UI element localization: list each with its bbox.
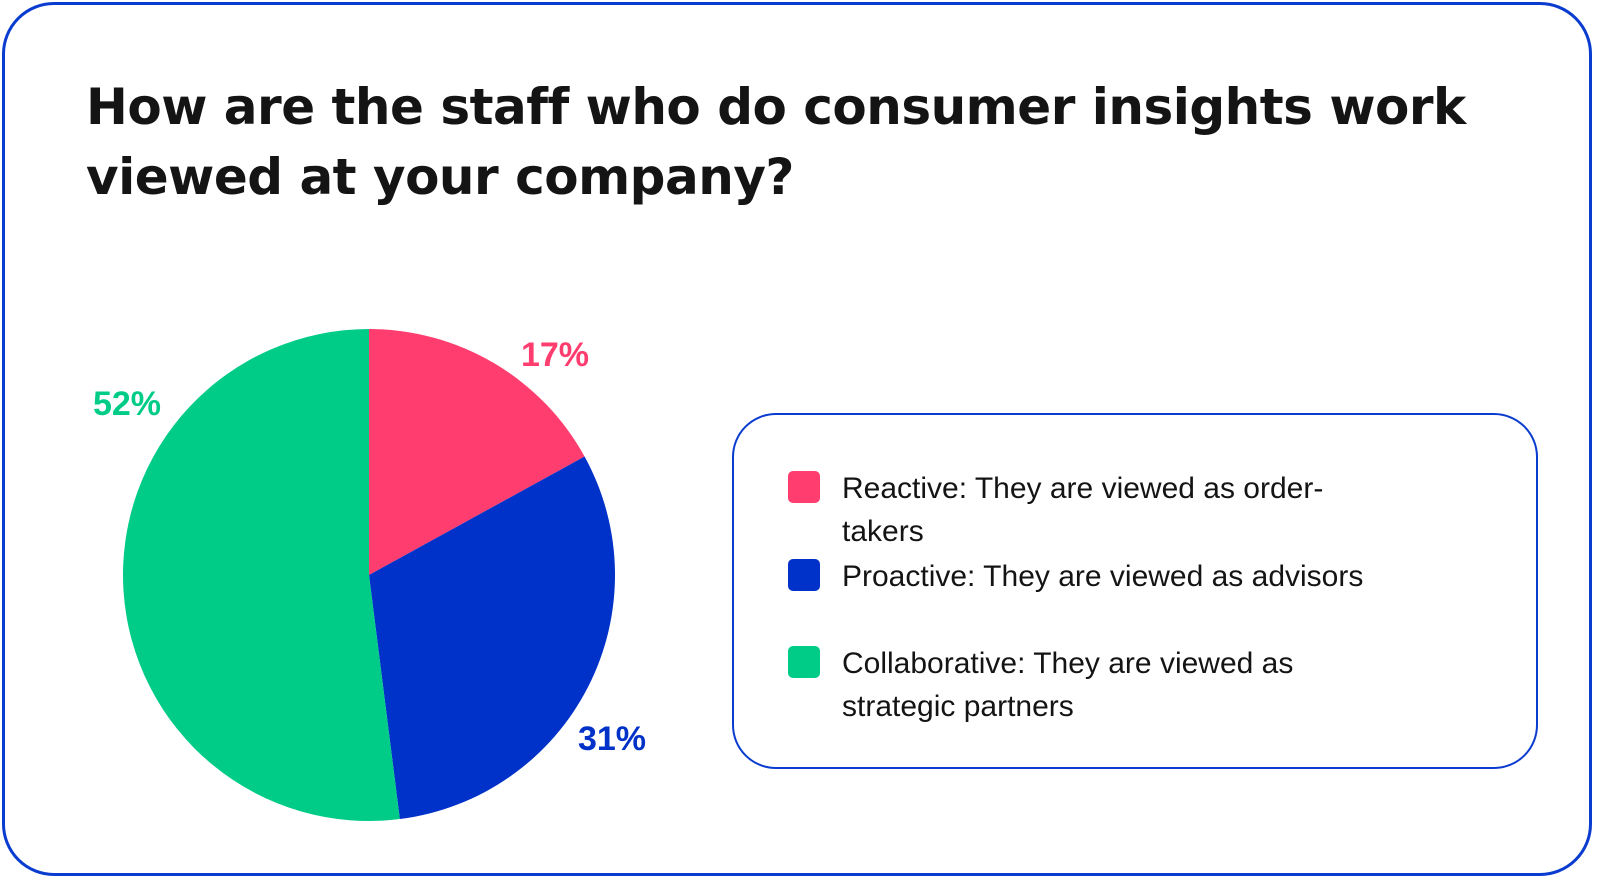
chart-title: How are the staff who do consumer insigh…: [86, 78, 1466, 206]
legend-swatch-collaborative: [788, 646, 820, 678]
pie-label-reactive: 17%: [521, 336, 589, 374]
legend-item-collaborative: Collaborative: They are viewed as strate…: [788, 642, 1402, 728]
pie-slice-proactive: [369, 456, 615, 820]
pie-slices: [122, 328, 615, 821]
legend: Reactive: They are viewed as order-taker…: [732, 413, 1538, 769]
legend-label-reactive: Reactive: They are viewed as order-taker…: [842, 472, 1324, 548]
legend-swatch-proactive: [788, 559, 820, 591]
pie-slice-labels: 17% 31% 52%: [93, 336, 646, 758]
pie-label-collaborative: 52%: [93, 385, 161, 423]
pie-slice-collaborative: [122, 328, 400, 821]
legend-item-proactive: Proactive: They are viewed as advisors: [788, 555, 1402, 598]
legend-label-collaborative: Collaborative: They are viewed as strate…: [842, 647, 1294, 723]
legend-item-reactive: Reactive: They are viewed as order-taker…: [788, 467, 1402, 553]
pie-label-proactive: 31%: [578, 720, 646, 758]
legend-swatch-reactive: [788, 471, 820, 503]
legend-label-proactive: Proactive: They are viewed as advisors: [842, 560, 1364, 593]
pie-slice-reactive: [369, 329, 585, 575]
